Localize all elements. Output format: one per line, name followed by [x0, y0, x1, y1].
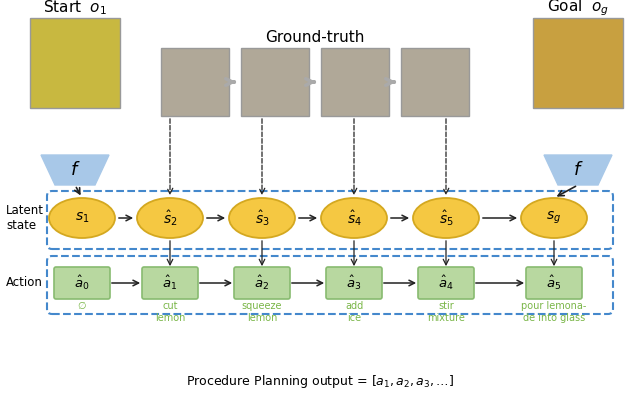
Text: $\hat{s}_4$: $\hat{s}_4$: [346, 208, 362, 228]
Ellipse shape: [413, 198, 479, 238]
Text: Latent
state: Latent state: [6, 204, 44, 232]
Text: add
ice: add ice: [345, 301, 363, 323]
Text: $\hat{s}_3$: $\hat{s}_3$: [255, 208, 269, 228]
Text: $\hat{a}_2$: $\hat{a}_2$: [255, 274, 269, 292]
Ellipse shape: [49, 198, 115, 238]
Text: Ground-truth: Ground-truth: [266, 30, 365, 45]
FancyBboxPatch shape: [54, 267, 110, 299]
Polygon shape: [544, 155, 612, 185]
Text: stir
mixture: stir mixture: [427, 301, 465, 323]
FancyBboxPatch shape: [526, 267, 582, 299]
Text: $f$: $f$: [573, 161, 583, 179]
Text: $f$: $f$: [70, 161, 80, 179]
Text: $\hat{a}_4$: $\hat{a}_4$: [438, 274, 454, 292]
Text: Action: Action: [6, 276, 43, 290]
Text: pour lemona-
de into glass: pour lemona- de into glass: [522, 301, 587, 323]
Bar: [401, 48, 469, 116]
FancyBboxPatch shape: [326, 267, 382, 299]
FancyBboxPatch shape: [418, 267, 474, 299]
Ellipse shape: [137, 198, 203, 238]
Ellipse shape: [229, 198, 295, 238]
Bar: [533, 18, 623, 108]
Text: $\hat{s}_5$: $\hat{s}_5$: [438, 208, 453, 228]
Text: squeeze
lemon: squeeze lemon: [242, 301, 282, 323]
Text: $\hat{a}_1$: $\hat{a}_1$: [163, 274, 178, 292]
Text: $s_1$: $s_1$: [75, 211, 89, 225]
Text: $\hat{s}_2$: $\hat{s}_2$: [163, 208, 177, 228]
Text: $s_g$: $s_g$: [547, 210, 561, 226]
Bar: [161, 48, 229, 116]
Text: $\hat{a}_3$: $\hat{a}_3$: [346, 274, 362, 292]
Bar: [321, 48, 389, 116]
Text: $\hat{a}_5$: $\hat{a}_5$: [547, 274, 562, 292]
FancyBboxPatch shape: [142, 267, 198, 299]
FancyBboxPatch shape: [234, 267, 290, 299]
Bar: [241, 48, 309, 116]
Polygon shape: [41, 155, 109, 185]
Text: Goal  $o_g$: Goal $o_g$: [547, 0, 609, 18]
Ellipse shape: [321, 198, 387, 238]
Ellipse shape: [521, 198, 587, 238]
Text: cut
lemon: cut lemon: [155, 301, 185, 323]
Bar: [30, 18, 120, 108]
Text: $\hat{a}_0$: $\hat{a}_0$: [74, 274, 90, 292]
Text: Procedure Planning output = [$a_1, a_2, a_3, \ldots$]: Procedure Planning output = [$a_1, a_2, …: [186, 374, 454, 391]
Text: ∅: ∅: [77, 301, 86, 311]
Text: Start  $o_1$: Start $o_1$: [43, 0, 107, 17]
